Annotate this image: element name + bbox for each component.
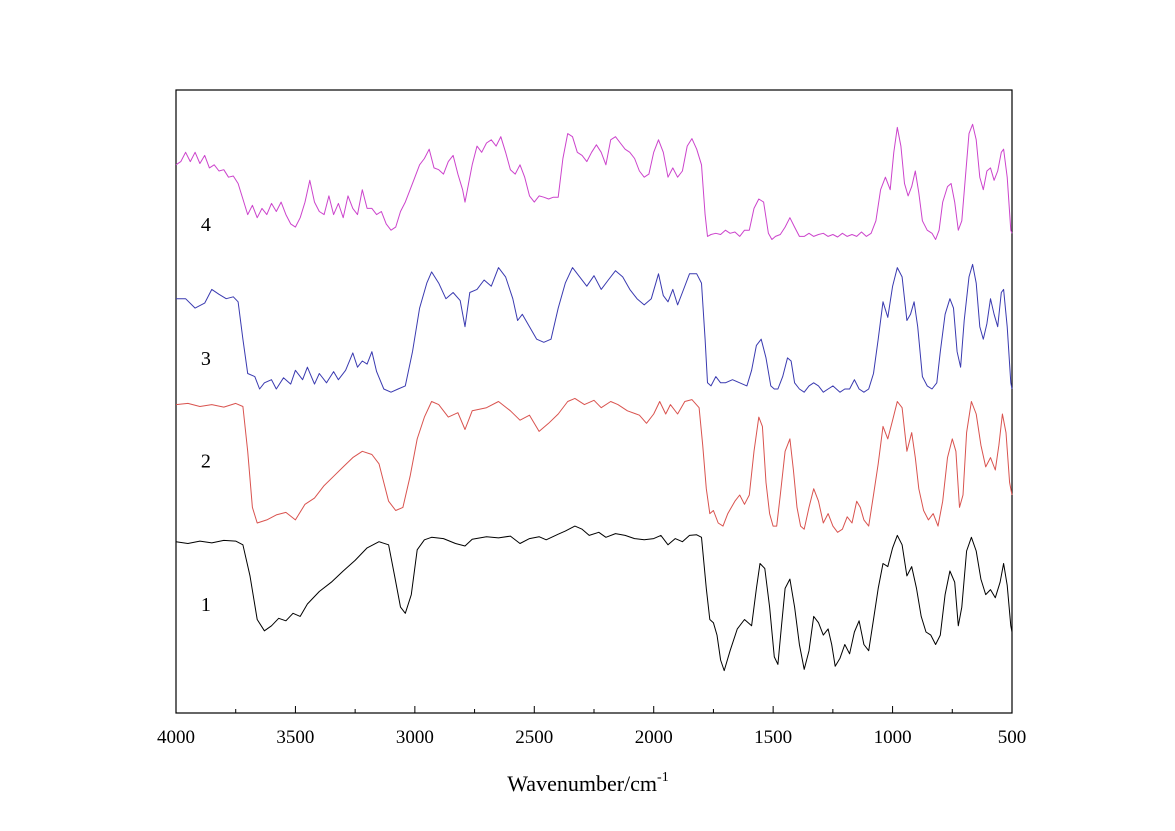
curve-label-4: 4	[201, 214, 211, 236]
curve-label-1: 1	[201, 594, 211, 616]
x-tick-label-500: 500	[998, 727, 1027, 748]
curve-number-labels: 1 2 3 4	[201, 214, 211, 616]
x-tick-label-1000: 1000	[874, 727, 912, 748]
spectrum-line-3	[176, 263, 1013, 393]
x-tick-label-2500: 2500	[515, 727, 553, 748]
spectra-series	[175, 123, 1013, 672]
spectrum-line-2	[175, 397, 1013, 533]
plot-frame	[175, 89, 1013, 714]
curve-label-2: 2	[201, 451, 211, 473]
x-axis-tick-labels: 4000 3500 3000 2500 2000 1500 1000 500	[157, 727, 1026, 748]
x-tick-label-3000: 3000	[396, 727, 434, 748]
x-tick-label-4000: 4000	[157, 727, 195, 748]
x-axis-title: Wavenumber/cm-1	[507, 770, 668, 796]
spectrum-line-4	[175, 123, 1013, 240]
x-axis-title-superscript: -1	[657, 770, 669, 785]
x-tick-label-1500: 1500	[754, 727, 792, 748]
curve-label-3: 3	[201, 348, 211, 370]
x-tick-label-2000: 2000	[635, 727, 673, 748]
x-tick-label-3500: 3500	[276, 727, 314, 748]
spectrum-line-1	[175, 525, 1013, 672]
x-axis-title-text: Wavenumber/cm	[507, 771, 657, 796]
x-axis-ticks	[175, 706, 1013, 713]
